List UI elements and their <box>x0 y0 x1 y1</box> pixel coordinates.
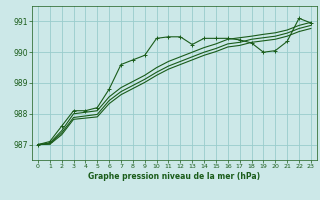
X-axis label: Graphe pression niveau de la mer (hPa): Graphe pression niveau de la mer (hPa) <box>88 172 260 181</box>
